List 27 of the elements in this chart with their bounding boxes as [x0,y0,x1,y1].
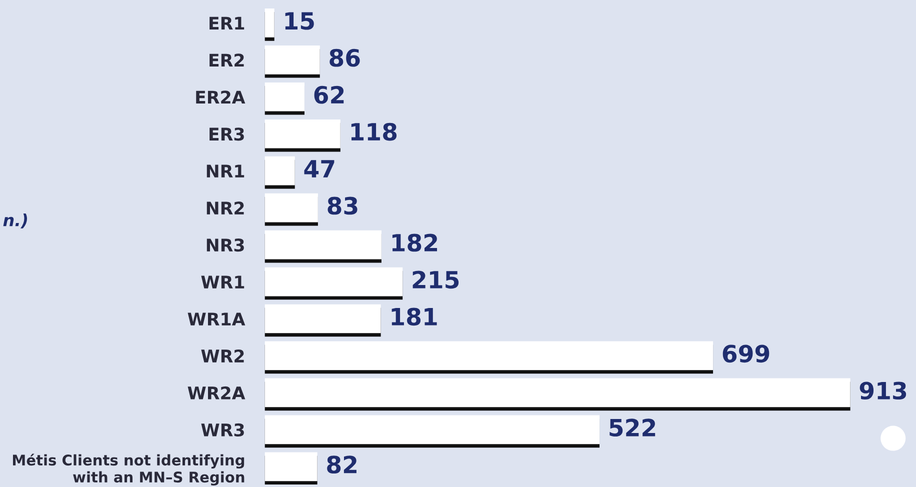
text: n.) [3,214,28,228]
y-tick-label: ER1 [210,16,244,30]
y-tick-label: Métis Clients not identifying with an MN–S Region [12,454,244,486]
data-label: 86 [330,48,360,67]
y-tick-label: NR1 [206,164,244,178]
y-tick-label: NR3 [206,238,244,252]
y-tick-label: WR1 [201,276,244,288]
y-tick-label: WR2A [188,386,246,400]
data-label: 83 [328,196,358,215]
data-label: 47 [304,160,334,178]
data-label: 82 [327,456,356,474]
y-tick-label: NR2 [206,202,244,214]
y-tick-label: ER2A [196,90,246,104]
data-label: 62 [314,86,344,104]
data-label: 182 [392,234,438,252]
y-tick-label: ER2 [210,54,244,66]
data-label: 118 [351,122,397,141]
data-label: 522 [610,418,656,437]
data-label: 215 [412,270,459,289]
data-label: 181 [392,308,437,326]
data-label: 913 [860,382,906,400]
y-tick-label: ER3 [210,128,244,141]
y-tick-label: WR2 [201,349,244,362]
y-tick-label: WR3 [201,423,244,437]
y-tick-label: WR1A [188,312,246,326]
data-label: 699 [722,344,770,363]
data-label: 15 [285,12,314,30]
